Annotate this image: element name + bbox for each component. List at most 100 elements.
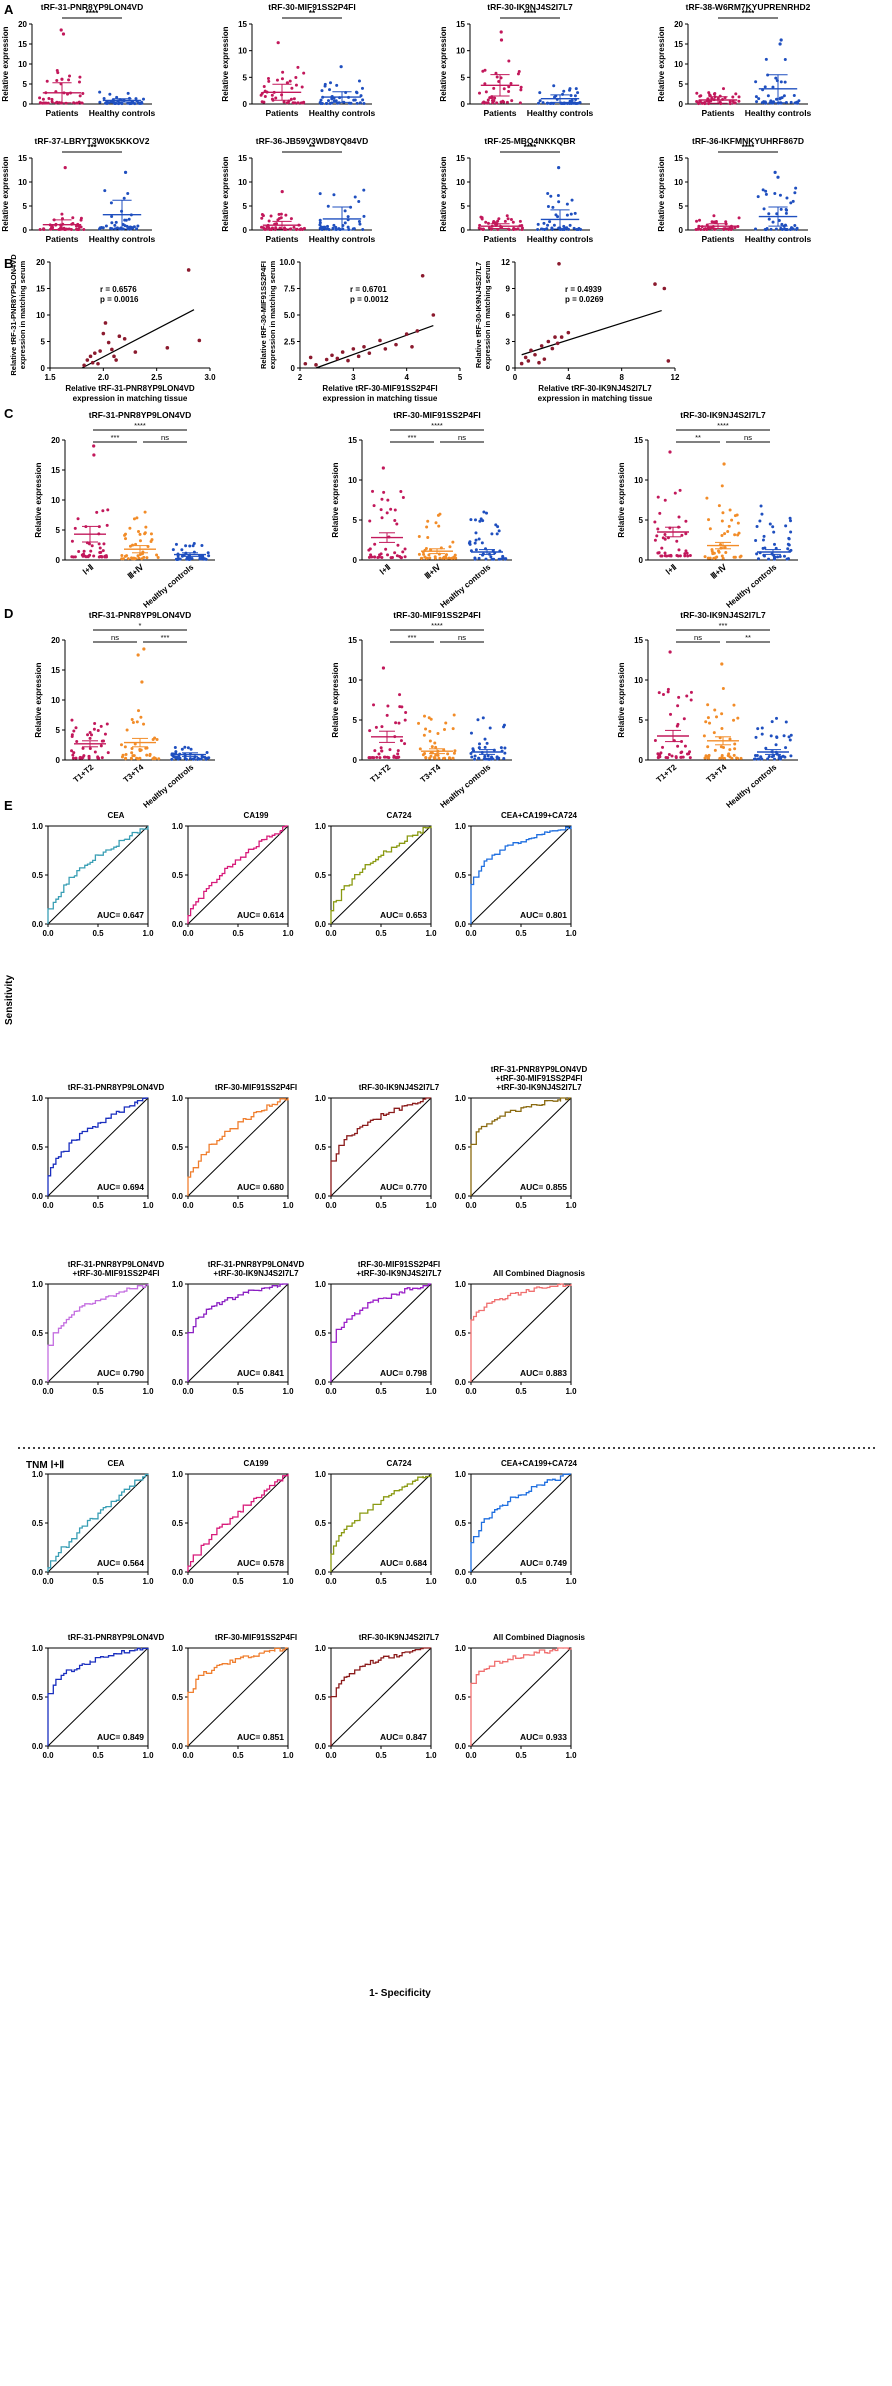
- roc-title: tRF-30-IK9NJ4S2I7L7: [359, 1083, 440, 1092]
- data-point: [351, 347, 356, 351]
- data-point: [679, 751, 683, 755]
- y-axis-title: Relative expression: [617, 662, 626, 737]
- y-tick-label: 0.5: [315, 1143, 327, 1152]
- data-point: [470, 755, 474, 759]
- outlier-point: [499, 30, 503, 34]
- data-point: [41, 97, 45, 101]
- data-point: [771, 85, 775, 89]
- data-point: [682, 717, 686, 721]
- data-point: [698, 94, 702, 98]
- x-tick-label: 0.0: [465, 1201, 477, 1210]
- data-point: [378, 756, 382, 760]
- x-axis-title: Relative tRF-30-MIF91SS2P4FI: [322, 384, 437, 393]
- x-category-label: Patients: [45, 108, 78, 118]
- roc-curve: [330, 1474, 432, 1572]
- data-point: [698, 99, 702, 103]
- data-point: [183, 756, 187, 760]
- data-point: [442, 756, 446, 760]
- roc-plot-10: tRF-30-MIF91SS2P4FI+tRF-30-IK9NJ4S2I7L7 0…: [315, 1260, 442, 1396]
- data-point: [328, 88, 332, 92]
- data-point: [85, 358, 90, 362]
- data-point: [448, 545, 452, 549]
- x-tick-label: 0.5: [515, 1751, 527, 1760]
- data-point: [353, 98, 357, 102]
- data-point: [113, 102, 117, 106]
- data-point: [767, 754, 771, 758]
- data-point: [673, 491, 677, 495]
- data-point: [331, 226, 335, 230]
- y-tick-label: 0: [461, 226, 466, 235]
- data-point: [708, 527, 712, 531]
- data-point: [127, 217, 131, 221]
- data-point: [149, 539, 153, 543]
- significance-label: **: [695, 433, 701, 442]
- dot-plot-a2: tRF-30-IK9NJ4S2I7L7 0 5 10 15 Relative expres…: [439, 2, 594, 118]
- data-point: [490, 532, 494, 536]
- data-point: [546, 339, 551, 344]
- data-point: [438, 512, 442, 516]
- data-point: [377, 555, 381, 559]
- auc-label: AUC= 0.841: [237, 1368, 284, 1378]
- diagonal-reference: [470, 1283, 572, 1383]
- y-tick-label: 0.5: [455, 871, 467, 880]
- data-point: [320, 227, 324, 231]
- data-point: [137, 530, 141, 534]
- roc-title: CA199: [244, 1459, 269, 1468]
- dot-plot-c2: tRF-30-IK9NJ4S2I7L7 0 5 10 15 Relative expres…: [617, 410, 798, 610]
- data-point: [478, 742, 482, 746]
- data-point: [701, 101, 705, 105]
- data-point: [689, 698, 693, 702]
- data-point: [267, 79, 271, 83]
- x-tick-label: 0.5: [232, 1577, 244, 1586]
- data-point: [767, 557, 771, 561]
- data-point: [576, 101, 580, 105]
- data-point: [302, 226, 306, 230]
- y-tick-label: 20: [18, 20, 27, 29]
- data-point: [720, 727, 724, 731]
- significance-label: ****: [524, 9, 537, 18]
- y-tick-label: 0.0: [455, 920, 467, 929]
- data-point: [437, 756, 441, 760]
- data-point: [754, 95, 758, 99]
- data-point: [519, 85, 523, 89]
- data-point: [569, 93, 573, 97]
- data-point: [735, 513, 739, 517]
- y-tick-label: 15: [51, 466, 60, 475]
- data-point: [428, 739, 432, 743]
- data-point: [120, 102, 124, 106]
- data-point: [555, 341, 560, 346]
- roc-curve: [47, 1473, 149, 1572]
- data-point: [110, 221, 114, 225]
- y-axis-title: Relative tRF-30-IK9NJ4S2I7L7: [474, 262, 483, 368]
- y-tick-label: 0: [353, 556, 358, 565]
- data-point: [395, 554, 399, 558]
- data-point: [280, 77, 284, 81]
- data-point: [70, 539, 74, 543]
- x-tick-label: 0.5: [92, 1387, 104, 1396]
- y-tick-label: 0: [639, 756, 644, 765]
- x-category-label: Healthy controls: [89, 108, 156, 118]
- roc-curve: [187, 1647, 288, 1746]
- data-point: [728, 737, 732, 741]
- data-point: [197, 338, 202, 343]
- y-tick-label: 2.5: [284, 338, 296, 347]
- data-point: [702, 227, 706, 231]
- data-point: [184, 544, 188, 548]
- data-point: [340, 350, 345, 354]
- data-point: [328, 81, 332, 85]
- data-point: [38, 96, 42, 100]
- significance-label: **: [309, 143, 316, 152]
- data-point: [326, 99, 330, 103]
- x-tick-label: 1.0: [282, 1577, 294, 1586]
- data-point: [292, 225, 296, 229]
- data-point: [102, 542, 106, 546]
- significance-label: **: [745, 633, 751, 642]
- data-point: [728, 755, 732, 759]
- data-point: [683, 744, 687, 748]
- data-point: [60, 217, 64, 221]
- roc-title: CA724: [387, 1459, 412, 1468]
- data-point: [509, 217, 513, 221]
- data-point: [766, 73, 770, 77]
- data-point: [140, 557, 144, 561]
- data-point: [695, 91, 699, 95]
